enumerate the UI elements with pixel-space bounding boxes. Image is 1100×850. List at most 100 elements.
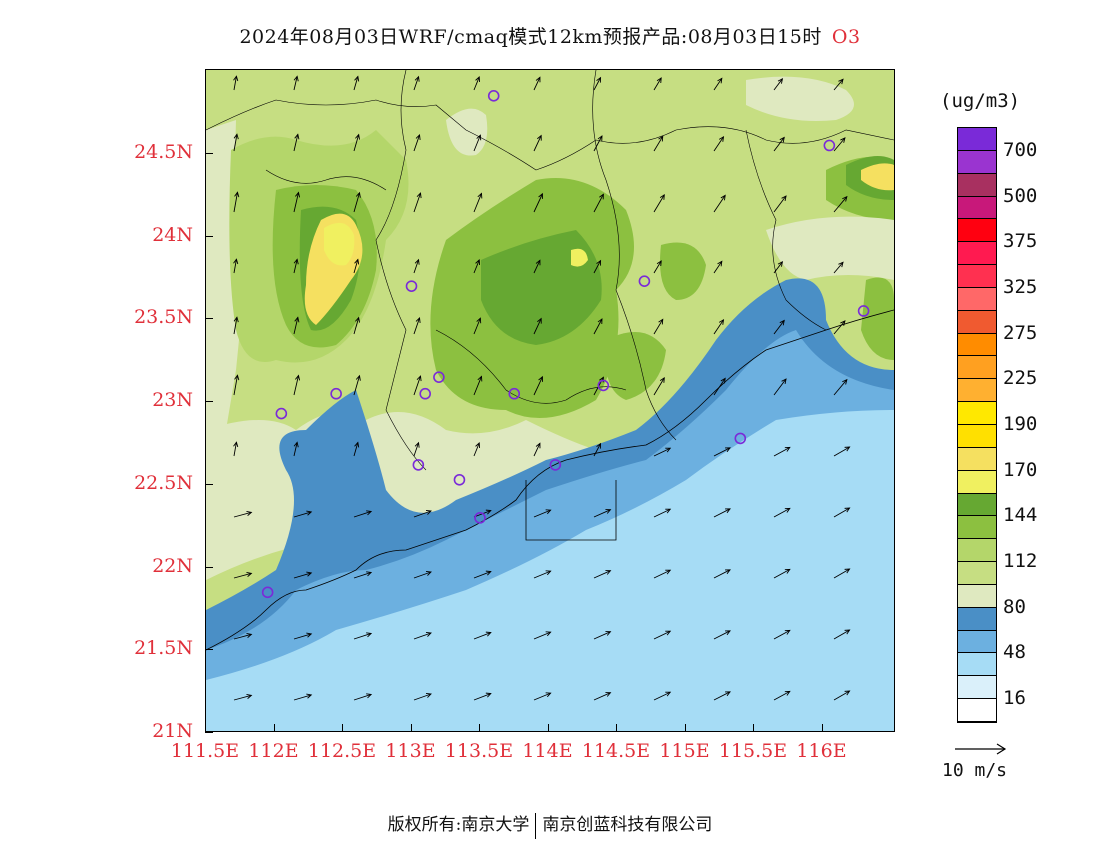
- wind-arrow-shaft: [353, 633, 372, 640]
- wind-arrow-head: [840, 320, 846, 326]
- wind-arrow-shaft: [293, 442, 298, 457]
- wind-arrow-shaft: [653, 630, 671, 640]
- legend-label: 16: [1003, 687, 1026, 710]
- wind-arrow-shaft: [593, 443, 601, 457]
- wind-arrow-shaft: [713, 319, 724, 335]
- wind-arrow-shaft: [473, 693, 491, 701]
- wind-arrow-head: [415, 133, 421, 140]
- city-boundary-4: [435, 329, 627, 404]
- legend-swatch: [958, 676, 996, 700]
- zone-130-east-coast: [861, 277, 894, 360]
- wind-arrow-shaft: [593, 318, 603, 335]
- wind-arrow-shaft: [413, 317, 420, 335]
- wind-arrow-shaft: [473, 318, 481, 335]
- hong-kong-box: [525, 480, 617, 541]
- wind-arrow-head: [355, 191, 361, 198]
- lat-tick: [205, 649, 213, 651]
- wind-arrow-shaft: [233, 259, 237, 274]
- station-marker: [549, 459, 562, 471]
- wind-arrow-head: [781, 378, 787, 385]
- wind-arrow-shaft: [653, 260, 662, 274]
- wind-arrow-shaft: [533, 376, 543, 396]
- wind-arrow-shaft: [533, 692, 551, 701]
- zone-80-ne: [746, 76, 854, 121]
- lat-tick: [205, 732, 213, 733]
- wind-arrow-head: [842, 195, 848, 202]
- legend-label: 275: [1003, 321, 1038, 344]
- legend-label: 170: [1003, 458, 1038, 481]
- wind-arrow-head: [366, 571, 373, 577]
- wind-arrow-head: [354, 75, 360, 82]
- wind-arrow-head: [720, 194, 726, 201]
- wind-arrow-head: [844, 446, 851, 452]
- copyright-line: 版权所有:南京大学 南京创蓝科技有限公司: [0, 810, 1100, 839]
- wind-arrow-head: [355, 133, 360, 140]
- wind-arrow-head: [784, 568, 791, 574]
- legend-swatch: [958, 150, 996, 174]
- wind-arrow-head: [597, 318, 603, 325]
- wind-reference-label: 10 m/s: [942, 760, 1008, 781]
- legend-swatch: [958, 493, 996, 517]
- wind-arrow-head: [838, 261, 844, 268]
- wind-arrow-head: [717, 260, 723, 267]
- legend-swatch: [958, 333, 996, 357]
- lat-tick: [205, 318, 213, 320]
- legend-swatch: [958, 447, 996, 471]
- wind-arrow-head: [246, 510, 253, 516]
- wind-arrow-head: [366, 632, 373, 638]
- wind-arrow-shaft: [233, 192, 238, 213]
- wind-arrow-head: [293, 75, 299, 82]
- wind-arrow-head: [599, 193, 604, 200]
- wind-arrow-head: [718, 136, 725, 142]
- legend-units: (ug/m3): [940, 90, 1021, 112]
- wind-arrow-shaft: [713, 378, 726, 396]
- wind-arrow-shaft: [713, 630, 731, 640]
- wind-arrow-shaft: [233, 442, 237, 457]
- legend-swatch: [958, 630, 996, 654]
- wind-arrow-shaft: [293, 572, 312, 579]
- wind-arrow-shaft: [833, 690, 850, 701]
- wind-arrow-shaft: [833, 629, 850, 640]
- station-marker: [487, 90, 500, 102]
- wind-arrow-head: [535, 259, 541, 266]
- wind-arrow-head: [366, 510, 373, 516]
- copyright-org1: 南京大学: [461, 815, 530, 835]
- wind-arrow-head: [246, 693, 253, 699]
- wind-arrow-shaft: [293, 192, 299, 213]
- wind-arrow-head: [720, 377, 726, 384]
- wind-arrow-shaft: [293, 694, 312, 701]
- wind-arrow-shaft: [353, 375, 360, 396]
- wind-arrow-shaft: [593, 570, 611, 579]
- wind-arrow-head: [233, 133, 239, 140]
- wind-arrow-head: [545, 692, 552, 698]
- wind-arrow-shaft: [713, 569, 731, 579]
- legend-label: 375: [1003, 230, 1038, 253]
- wind-arrow-shaft: [593, 135, 603, 152]
- wind-arrow-shaft: [353, 134, 360, 152]
- color-legend: [957, 127, 997, 723]
- wind-arrow-shaft: [353, 76, 359, 91]
- lon-label: 114.5E: [581, 740, 651, 762]
- wind-arrow-head: [355, 316, 360, 323]
- wind-arrow-head: [366, 693, 373, 699]
- wind-arrow-head: [665, 508, 672, 514]
- wind-arrow-shaft: [233, 134, 238, 152]
- station-marker: [330, 387, 342, 400]
- wind-arrow-shaft: [713, 78, 723, 91]
- wind-arrow-head: [784, 446, 791, 452]
- lat-tick: [205, 235, 213, 237]
- wind-arrow-shaft: [293, 375, 299, 396]
- wind-arrow-head: [718, 319, 725, 325]
- station-marker: [433, 371, 445, 383]
- wind-arrow-head: [535, 76, 541, 83]
- lat-tick: [205, 401, 213, 402]
- city-boundary-3: [745, 129, 827, 331]
- wind-arrow-head: [665, 691, 672, 697]
- province-boundary: [206, 99, 894, 171]
- wind-arrow-shaft: [653, 508, 671, 518]
- wind-arrow-shaft: [293, 134, 299, 152]
- station-marker: [597, 379, 610, 392]
- lon-tick: [616, 724, 617, 732]
- wind-arrow-head: [656, 260, 662, 267]
- wind-arrow-shaft: [293, 76, 298, 91]
